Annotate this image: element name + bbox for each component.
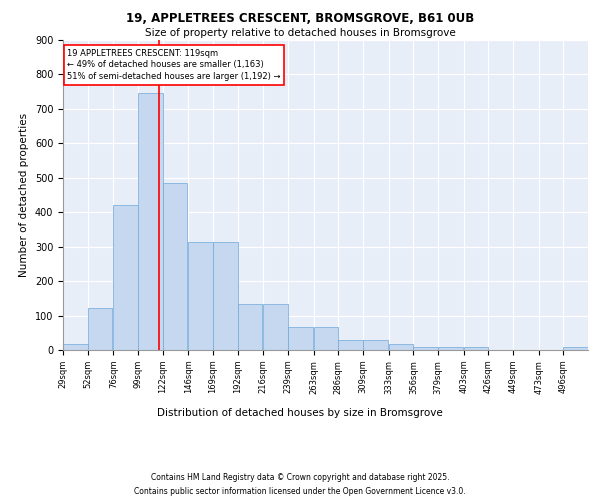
Text: 19 APPLETREES CRESCENT: 119sqm
← 49% of detached houses are smaller (1,163)
51% : 19 APPLETREES CRESCENT: 119sqm ← 49% of …: [67, 48, 281, 81]
Text: Size of property relative to detached houses in Bromsgrove: Size of property relative to detached ho…: [145, 28, 455, 38]
Bar: [413, 346, 438, 350]
Bar: [138, 94, 163, 350]
Bar: [288, 326, 313, 350]
Text: Contains HM Land Registry data © Crown copyright and database right 2025.: Contains HM Land Registry data © Crown c…: [151, 472, 449, 482]
Text: Contains public sector information licensed under the Open Government Licence v3: Contains public sector information licen…: [134, 488, 466, 496]
Bar: [338, 340, 363, 350]
Y-axis label: Number of detached properties: Number of detached properties: [19, 113, 29, 277]
Bar: [238, 304, 262, 350]
Bar: [63, 344, 88, 350]
Bar: [113, 204, 138, 350]
Bar: [263, 304, 288, 350]
Bar: [438, 347, 463, 350]
Bar: [213, 242, 238, 350]
Text: 19, APPLETREES CRESCENT, BROMSGROVE, B61 0UB: 19, APPLETREES CRESCENT, BROMSGROVE, B61…: [126, 12, 474, 26]
Bar: [314, 326, 338, 350]
Bar: [563, 347, 588, 350]
Bar: [188, 242, 213, 350]
Bar: [389, 344, 413, 350]
Text: Distribution of detached houses by size in Bromsgrove: Distribution of detached houses by size …: [157, 408, 443, 418]
Bar: [88, 308, 112, 350]
Bar: [163, 183, 187, 350]
Bar: [464, 347, 488, 350]
Bar: [363, 340, 388, 350]
